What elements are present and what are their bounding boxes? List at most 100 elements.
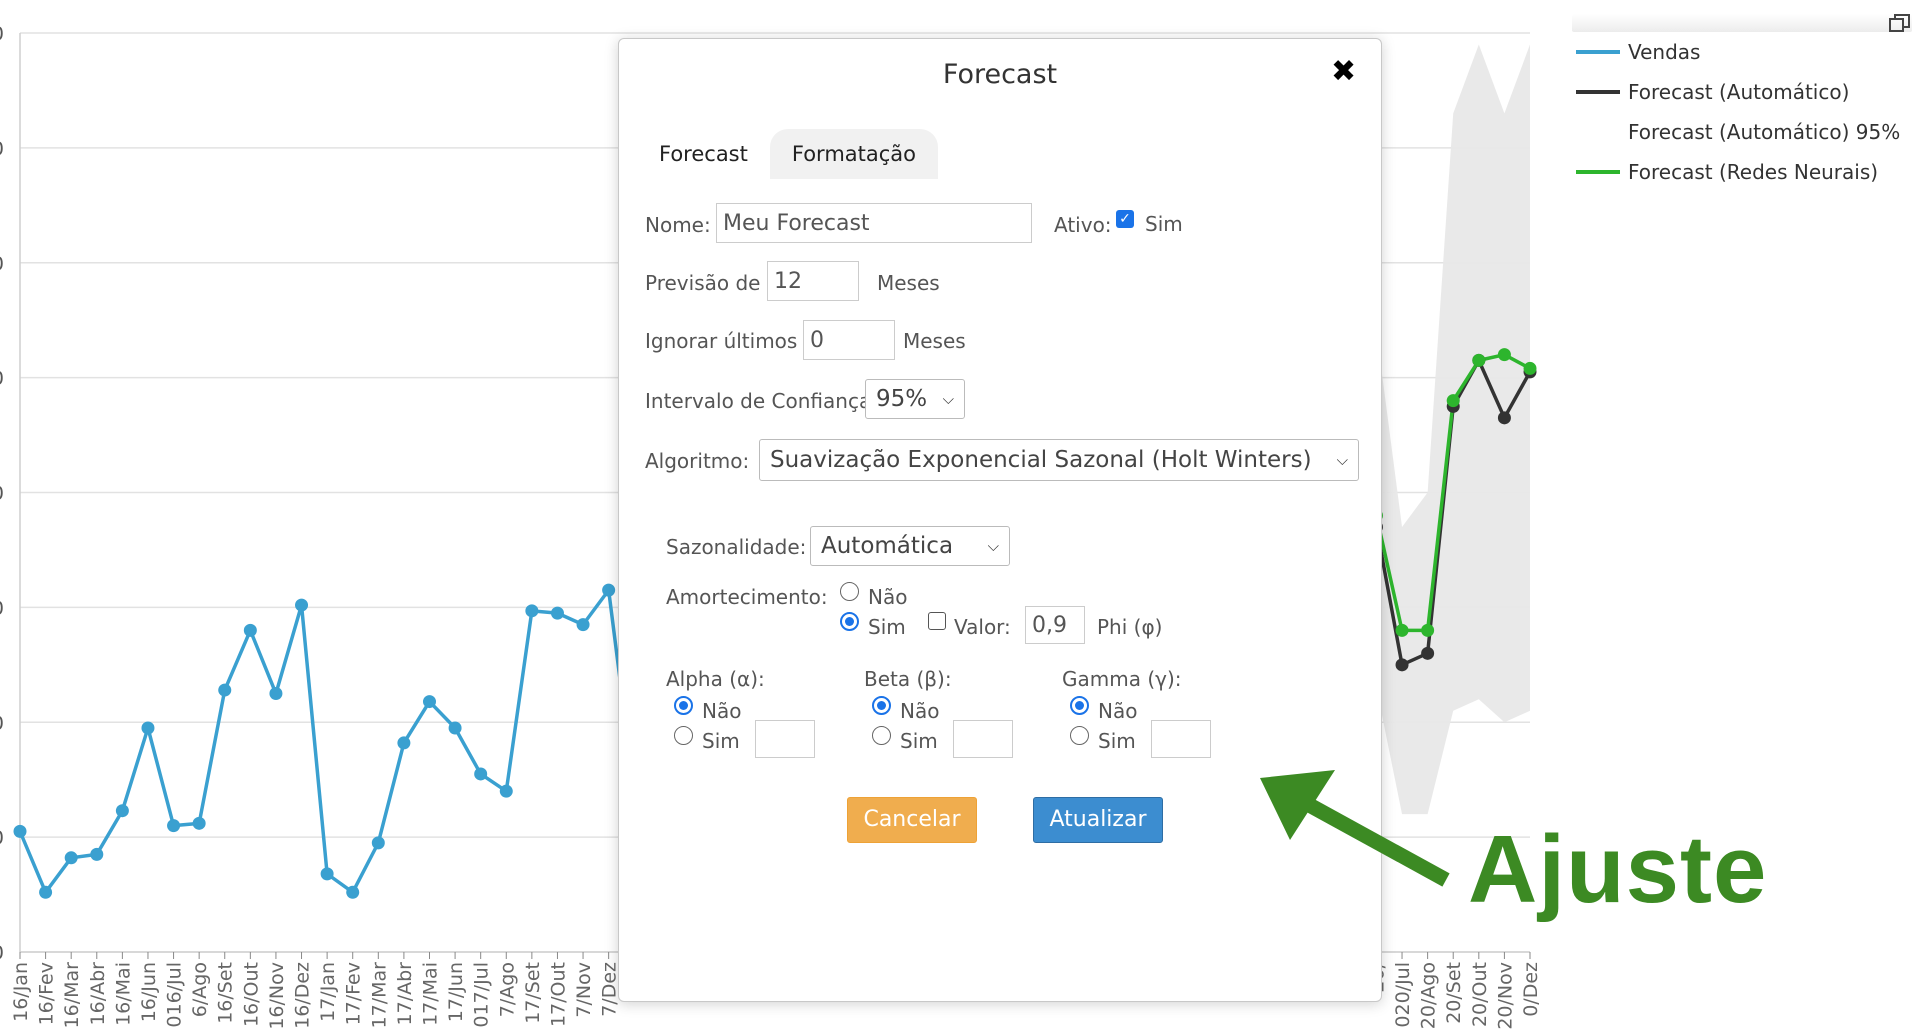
alpha-sim-radio[interactable] bbox=[674, 726, 693, 745]
ativo-sim-label: Sim bbox=[1145, 212, 1183, 236]
alpha-nao-radio[interactable] bbox=[674, 696, 693, 715]
intervalo-label: Intervalo de Confiança bbox=[645, 389, 872, 413]
ativo-label: Ativo: bbox=[1054, 213, 1112, 237]
legend-label: Forecast (Automático) 95% bbox=[1628, 120, 1901, 144]
annotation-arrow-icon bbox=[1260, 770, 1450, 887]
data-point bbox=[1446, 394, 1460, 408]
gamma-nao-radio[interactable] bbox=[1070, 696, 1089, 715]
y-tick-label: 0 bbox=[0, 138, 4, 160]
alpha-value-input[interactable] bbox=[755, 720, 815, 758]
dialog-title: Forecast bbox=[942, 59, 1058, 90]
x-tick-label: 6/Ago bbox=[189, 962, 211, 1017]
tab-formatacao[interactable]: Formatação bbox=[769, 129, 939, 179]
x-tick-label: 17/Set bbox=[522, 962, 544, 1024]
sazonalidade-label: Sazonalidade: bbox=[666, 535, 807, 559]
data-point bbox=[525, 604, 539, 618]
previsao-unit: Meses bbox=[877, 271, 940, 295]
data-point bbox=[218, 683, 232, 697]
x-tick-label: 016/Jul bbox=[164, 962, 186, 1028]
data-point bbox=[13, 824, 27, 838]
legend-swatch bbox=[1576, 50, 1620, 54]
valor-label: Valor: bbox=[954, 615, 1011, 639]
legend-label: Forecast (Redes Neurais) bbox=[1628, 160, 1879, 184]
nome-label: Nome: bbox=[645, 213, 711, 237]
x-tick-label: 020/Jul bbox=[1392, 962, 1414, 1028]
legend-item[interactable]: Forecast (Redes Neurais) bbox=[1572, 152, 1912, 192]
legend-item[interactable]: Vendas bbox=[1572, 32, 1912, 72]
beta-label: Beta (β): bbox=[864, 667, 952, 691]
annotation-ajuste: Ajuste bbox=[1468, 816, 1768, 923]
data-point bbox=[448, 721, 462, 735]
cancel-button[interactable]: Cancelar bbox=[847, 797, 977, 843]
data-point bbox=[1395, 623, 1409, 637]
y-tick-label: 0 bbox=[0, 253, 4, 275]
data-point bbox=[192, 816, 206, 830]
legend-swatch bbox=[1576, 170, 1620, 174]
data-point bbox=[243, 623, 257, 637]
y-tick-label: 0 bbox=[0, 368, 4, 390]
x-tick-label: 17/Mar bbox=[368, 962, 390, 1029]
tab-forecast[interactable]: Forecast bbox=[637, 129, 770, 179]
beta-sim-label: Sim bbox=[900, 729, 938, 753]
x-tick-label: 16/Jan bbox=[10, 962, 32, 1022]
legend-toolbar bbox=[1572, 14, 1912, 32]
beta-value-input[interactable] bbox=[953, 720, 1013, 758]
data-point bbox=[499, 784, 513, 798]
data-point bbox=[167, 819, 181, 833]
valor-input[interactable] bbox=[1025, 606, 1085, 644]
gamma-value-input[interactable] bbox=[1151, 720, 1211, 758]
chevron-down-icon: ⌵ bbox=[1336, 451, 1348, 469]
x-tick-label: 16/Mai bbox=[112, 962, 134, 1026]
beta-sim-radio[interactable] bbox=[872, 726, 891, 745]
legend-label: Forecast (Automático) bbox=[1628, 80, 1850, 104]
update-button[interactable]: Atualizar bbox=[1033, 797, 1163, 843]
previsao-label: Previsão de bbox=[645, 271, 761, 295]
data-point bbox=[1497, 348, 1511, 362]
dialog-tabs: Forecast Formatação bbox=[637, 129, 939, 179]
legend-swatch bbox=[1576, 90, 1620, 94]
algoritmo-label: Algoritmo: bbox=[645, 449, 750, 473]
data-point bbox=[115, 804, 129, 818]
data-point bbox=[269, 687, 283, 701]
x-tick-label: 17/Jun bbox=[445, 962, 467, 1022]
chart-legend: Vendas Forecast (Automático) Forecast (Aut… bbox=[1572, 14, 1912, 192]
y-tick-label: 0 bbox=[0, 827, 4, 849]
ignorar-input[interactable] bbox=[803, 320, 895, 360]
gamma-sim-radio[interactable] bbox=[1070, 726, 1089, 745]
legend-item[interactable]: Forecast (Automático) 95% bbox=[1572, 112, 1912, 152]
intervalo-value: 95% bbox=[876, 386, 928, 412]
legend-item[interactable]: Forecast (Automático) bbox=[1572, 72, 1912, 112]
x-tick-label: 16/Nov bbox=[266, 962, 288, 1030]
close-icon[interactable]: ✖ bbox=[1331, 54, 1357, 89]
gamma-nao-label: Não bbox=[1098, 699, 1138, 723]
x-tick-label: 20/Nov bbox=[1494, 962, 1516, 1030]
data-point bbox=[422, 695, 436, 709]
nome-input[interactable] bbox=[716, 203, 1032, 243]
alpha-label: Alpha (α): bbox=[666, 667, 765, 691]
amortecimento-nao-radio[interactable] bbox=[840, 582, 859, 601]
intervalo-select[interactable]: 95% ⌵ bbox=[865, 379, 965, 419]
legend-swatch bbox=[1576, 130, 1620, 134]
data-point bbox=[550, 606, 564, 620]
x-tick-label: 17/Fev bbox=[343, 962, 365, 1025]
algoritmo-select[interactable]: Suavização Exponencial Sazonal (Holt Win… bbox=[759, 439, 1359, 481]
amortecimento-sim-label: Sim bbox=[868, 615, 906, 639]
restore-icon[interactable] bbox=[1888, 12, 1912, 34]
previsao-input[interactable] bbox=[767, 261, 859, 301]
valor-checkbox[interactable] bbox=[928, 612, 946, 630]
ativo-checkbox[interactable]: ✓ bbox=[1116, 210, 1134, 228]
x-tick-label: 17/Abr bbox=[394, 962, 416, 1026]
data-point bbox=[576, 618, 590, 632]
ignorar-unit: Meses bbox=[903, 329, 966, 353]
x-tick-label: 017/Jul bbox=[471, 962, 493, 1028]
confidence-band bbox=[1376, 44, 1530, 815]
sazonalidade-select[interactable]: Automática ⌵ bbox=[810, 526, 1010, 566]
data-point bbox=[1472, 353, 1486, 367]
data-point bbox=[371, 836, 385, 850]
x-tick-label: 7/Dez bbox=[599, 962, 621, 1017]
amortecimento-sim-radio[interactable] bbox=[840, 612, 859, 631]
beta-nao-radio[interactable] bbox=[872, 696, 891, 715]
x-tick-label: 16/Abr bbox=[87, 962, 109, 1026]
data-point bbox=[295, 598, 309, 612]
chevron-down-icon: ⌵ bbox=[987, 537, 999, 555]
